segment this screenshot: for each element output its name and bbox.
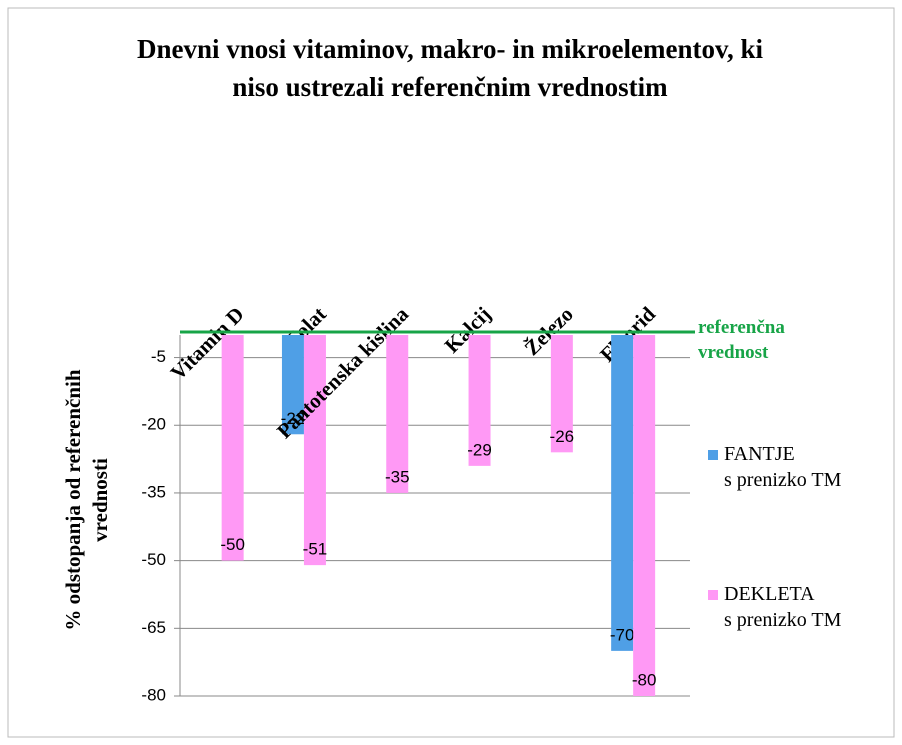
value-label: -26 — [550, 427, 575, 446]
bar — [468, 335, 491, 466]
y-tick-label: -80 — [141, 685, 166, 704]
value-label: -35 — [385, 467, 410, 486]
chart-frame — [7, 7, 895, 738]
chart-title: Dnevni vnosi vitaminov, makro- in mikroe… — [136, 34, 764, 102]
bar — [386, 335, 409, 493]
bar — [633, 335, 656, 696]
y-tick-label: -35 — [141, 482, 166, 501]
legend-swatch — [708, 590, 718, 600]
bar — [550, 335, 573, 453]
legend-swatch — [708, 450, 718, 460]
bar — [221, 335, 244, 561]
value-label: -51 — [303, 540, 328, 559]
value-label: -50 — [220, 535, 245, 554]
bar — [281, 335, 304, 435]
y-tick-label: -50 — [141, 550, 166, 569]
value-label: -29 — [467, 440, 492, 459]
y-axis-label: % odstopanja od referenčnih vrednosti — [61, 369, 112, 631]
legend-label: DEKLETA s prenizko TM — [724, 583, 842, 631]
bar — [303, 335, 326, 566]
legend-label: FANTJE s prenizko TM — [724, 443, 842, 491]
value-label: -22 — [281, 409, 306, 428]
y-tick-label: -65 — [141, 618, 166, 637]
y-tick-label: -5 — [151, 347, 166, 366]
y-tick-label: -20 — [141, 415, 166, 434]
reference-label: referenčna vrednost — [698, 317, 785, 363]
bar — [611, 335, 634, 651]
value-label: -70 — [610, 625, 635, 644]
value-label: -80 — [632, 670, 657, 689]
